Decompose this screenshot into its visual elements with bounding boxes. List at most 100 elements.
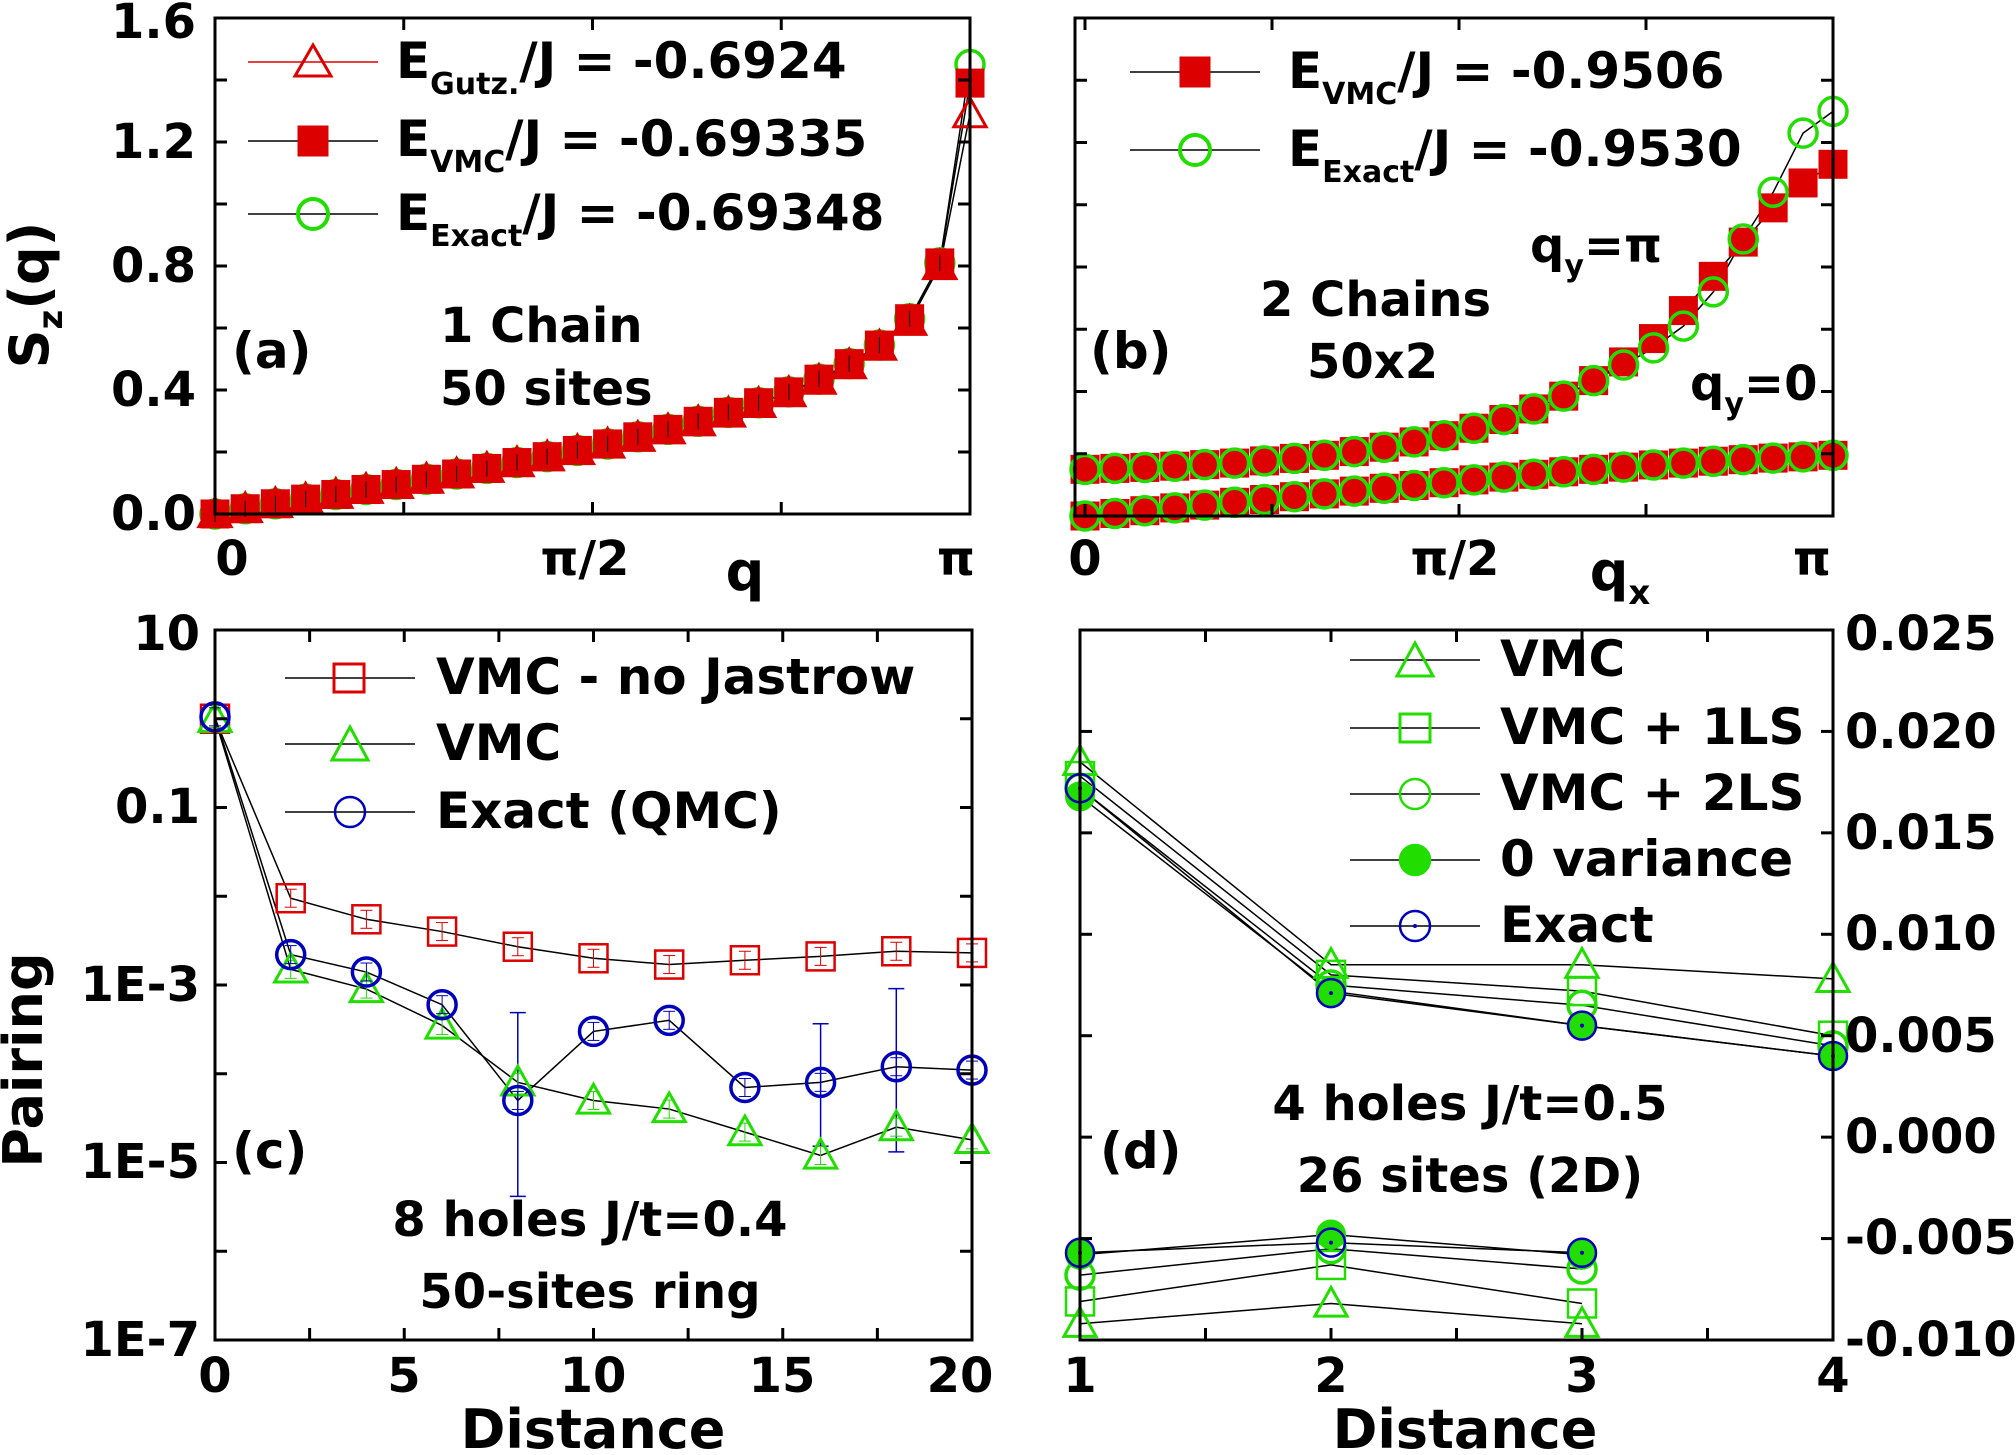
panel-c-ytick-label: 1E-5 <box>80 1134 200 1190</box>
panel-c-point <box>347 969 386 1004</box>
panel-d-ytick-label: 0.000 <box>1845 1109 1997 1165</box>
panel-c-point <box>805 941 836 972</box>
panel-c-point <box>877 1108 915 1142</box>
panel-b-xtick-label: 0 <box>1068 531 1101 587</box>
panel-b-point <box>1338 475 1371 507</box>
panel-d-point <box>1567 1239 1597 1270</box>
panel-c-ytick-label: 1E-7 <box>80 1312 200 1368</box>
panel-c-point <box>351 904 382 935</box>
panel-c-marks <box>196 699 991 1198</box>
panel-c-point <box>577 1015 610 1048</box>
panel-b-point <box>1398 426 1430 458</box>
panel-a-xtick-label: π <box>937 531 975 587</box>
panel-a-point <box>377 465 415 499</box>
panel-d-series-line <box>1079 787 1834 1057</box>
panel-d-series-line <box>1079 761 1834 980</box>
panel-b-point <box>1099 497 1131 530</box>
panel-c-annotation: 50-sites ring <box>419 1264 760 1320</box>
panel-b-point <box>1547 456 1580 488</box>
panel-d-point <box>1566 975 1598 1007</box>
panel-a-point <box>437 455 476 489</box>
panel-b-point <box>1577 364 1610 397</box>
panel-d-point <box>1316 976 1346 1007</box>
panel-d-series-line <box>1079 1302 1583 1325</box>
panel-b-point <box>1069 453 1101 486</box>
legend-square-marker <box>332 662 366 694</box>
panel-d-xtick-label: 4 <box>1816 1348 1849 1404</box>
panel-b-point <box>1518 393 1550 425</box>
panel-c-xtick-label: 15 <box>749 1348 816 1404</box>
legend-entry: VMC <box>1500 630 1625 688</box>
panel-c-point <box>801 1136 840 1170</box>
panel-c-annotation: 8 holes J/t=0.4 <box>392 1192 787 1248</box>
panel-c-xtick-label: 5 <box>387 1348 420 1404</box>
panel-c-xlabel: Distance <box>461 1398 726 1455</box>
panel-b-point <box>1278 480 1311 513</box>
panel-d-xlabel: Distance <box>1333 1398 1598 1455</box>
legend-entry: VMC + 1LS <box>1500 698 1805 756</box>
panel-b-point <box>1308 439 1341 472</box>
panel-b-point <box>1398 469 1430 502</box>
legend-entry: 0 variance <box>1500 830 1793 888</box>
panel-a-point <box>649 411 687 445</box>
panel-b-point <box>1248 483 1281 516</box>
panel-a-annotation: 1 Chain <box>440 298 643 354</box>
panel-b-point <box>1667 310 1700 342</box>
panel-a-point <box>679 403 717 437</box>
panel-d-ytick-label: -0.010 <box>1845 1312 2016 1368</box>
panel-d-point-dot <box>1580 1250 1584 1255</box>
panel-a-ytick-label: 0.4 <box>111 362 196 418</box>
panel-a-point <box>226 489 264 524</box>
panel-d-ytick-label: -0.005 <box>1845 1210 2016 1266</box>
panel-c-point <box>804 1066 837 1099</box>
panel-d-point-dot <box>1580 1023 1584 1028</box>
panel-b-point <box>1607 349 1640 381</box>
panel-a-xtick-label: π/2 <box>541 531 630 587</box>
panel-d-legend: VMC VMC + 1LS VMC + 2LS 0 variance Exact <box>1350 630 1805 954</box>
panel-b-point <box>1428 419 1460 452</box>
panel-c-ylabel: Pairing <box>0 952 55 1167</box>
panel-a-point <box>770 373 808 408</box>
panel-b-point <box>1787 117 1819 149</box>
panel-b-point <box>1488 461 1520 493</box>
panel-a-point <box>317 475 355 509</box>
panel-d-point <box>1315 1227 1347 1258</box>
panel-d-point-dot <box>1329 1240 1333 1245</box>
panel-c-point <box>726 1112 764 1147</box>
panel-a-ytick-label: 0.0 <box>111 486 196 542</box>
panel-b-point <box>1218 447 1251 479</box>
panel-b-annotation-qy-pi: qy=π <box>1530 218 1662 284</box>
legend-triangle-marker <box>292 42 334 78</box>
panel-b-point <box>1547 380 1580 412</box>
panel-b-point <box>1368 431 1400 463</box>
panel-b-point <box>1308 478 1341 510</box>
legend-circle-marker <box>1178 133 1212 167</box>
panel-d-point-dot <box>1329 991 1333 996</box>
panel-d-ytick-label: 0.010 <box>1845 906 1997 962</box>
panel-d-point <box>1316 1219 1346 1250</box>
panel-b-point <box>1607 451 1640 483</box>
panel-d-ytick-label: 0.025 <box>1845 606 1997 662</box>
panel-b-point <box>1159 450 1191 482</box>
panel-b-point <box>1099 452 1131 485</box>
panel-a-point <box>921 246 959 281</box>
panel-c-point <box>426 988 458 1021</box>
panel-b-label: (b) <box>1090 322 1172 380</box>
panel-b-xtick-label: π/2 <box>1411 531 1500 587</box>
panel-d-xtick-label: 2 <box>1314 1348 1347 1404</box>
panel-b-point <box>1637 449 1670 481</box>
panel-b-point <box>1338 435 1371 468</box>
panel-a-xtick-label: 0 <box>215 531 248 587</box>
panel-b-point <box>1518 458 1550 491</box>
panel-a-point <box>196 494 234 529</box>
panel-b-point <box>1757 442 1789 474</box>
panel-b-xlabel: qx <box>1590 540 1651 613</box>
panel-a-point <box>558 431 597 466</box>
panel-d-point <box>1315 1249 1347 1281</box>
panel-c-point <box>275 882 306 914</box>
panel-a-legend: EGutz./J = -0.6924 EVMC/J = -0.69335 EEx… <box>248 32 884 254</box>
panel-c-point <box>574 1081 613 1115</box>
panel-d-point <box>1312 1284 1350 1318</box>
panel-d-xtick-label: 1 <box>1063 1348 1096 1404</box>
